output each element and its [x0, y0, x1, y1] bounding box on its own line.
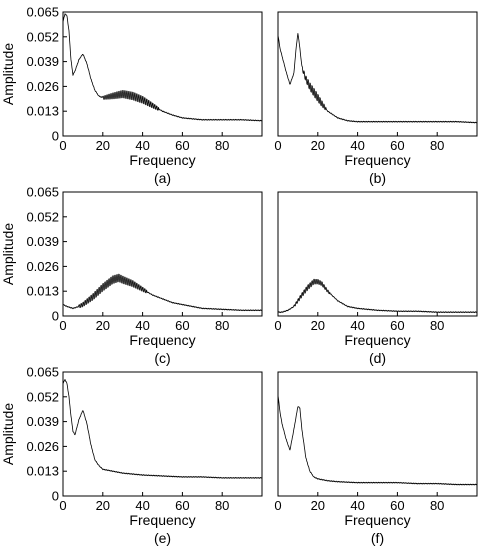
y-tick-label: 0.052 — [26, 389, 59, 404]
x-tick-label: 0 — [59, 318, 66, 333]
y-tick-label: 0.013 — [26, 104, 59, 119]
chart-panel-1: 0 20 40 60 80 0 0.013 0.026 0.039 0.052 0.065 Frequ… — [0, 5, 263, 186]
x-tick-label: 40 — [135, 498, 149, 513]
x-tick-label: 20 — [311, 498, 325, 513]
x-tick-label: 0 — [274, 318, 281, 333]
series-line — [277, 33, 478, 124]
y-tick-label: 0.039 — [26, 414, 59, 429]
panel-label: (a) — [154, 170, 171, 186]
y-tick-label: 0.013 — [26, 464, 59, 479]
plot-frame — [62, 371, 263, 497]
panel-label: (d) — [369, 350, 386, 366]
chart-panel-5: 0 20 40 60 80 0 0.013 0.026 0.039 0.052 0.065 Frequ… — [0, 365, 263, 546]
panel-label: (e) — [154, 530, 171, 546]
x-tick-label: 40 — [350, 138, 364, 153]
y-axis-title: Amplitude — [0, 43, 16, 105]
chart-panel-6: 0 20 40 60 80 Frequency (f) — [274, 371, 478, 546]
x-tick-label: 0 — [59, 498, 66, 513]
series-line — [277, 278, 478, 314]
x-tick-label: 0 — [274, 498, 281, 513]
x-tick-label: 20 — [311, 318, 325, 333]
x-tick-label: 40 — [350, 318, 364, 333]
plot-frame — [277, 11, 478, 137]
x-axis-title: Frequency — [129, 512, 195, 528]
x-tick-label: 80 — [215, 318, 229, 333]
y-tick-label: 0 — [52, 309, 59, 324]
x-tick-label: 0 — [59, 138, 66, 153]
y-tick-label: 0.026 — [26, 259, 59, 274]
x-tick-label: 80 — [430, 318, 444, 333]
x-tick-label: 80 — [215, 138, 229, 153]
series-line — [62, 378, 263, 479]
x-tick-label: 60 — [175, 318, 189, 333]
x-tick-label: 60 — [390, 138, 404, 153]
panel-label: (b) — [369, 170, 386, 186]
plot-frame — [277, 371, 478, 497]
y-tick-label: 0.065 — [26, 365, 59, 380]
x-tick-label: 40 — [135, 138, 149, 153]
x-tick-label: 40 — [350, 498, 364, 513]
x-tick-label: 80 — [215, 498, 229, 513]
x-axis-title: Frequency — [129, 332, 195, 348]
y-tick-label: 0.039 — [26, 234, 59, 249]
y-tick-label: 0 — [52, 129, 59, 144]
x-tick-label: 20 — [96, 318, 110, 333]
x-tick-label: 20 — [96, 138, 110, 153]
panel-label: (c) — [154, 350, 170, 366]
y-tick-label: 0 — [52, 489, 59, 504]
x-tick-label: 0 — [274, 138, 281, 153]
plot-frame — [62, 191, 263, 317]
y-tick-label: 0.052 — [26, 29, 59, 44]
series-line — [62, 273, 263, 312]
chart-panel-2: 0 20 40 60 80 Frequency (b) — [274, 11, 478, 186]
x-tick-label: 60 — [175, 138, 189, 153]
x-tick-label: 20 — [311, 138, 325, 153]
y-tick-label: 0.065 — [26, 185, 59, 200]
series-line — [277, 395, 478, 486]
series-line — [62, 13, 263, 122]
plot-frame — [62, 11, 263, 137]
x-axis-title: Frequency — [344, 512, 410, 528]
x-axis-title: Frequency — [129, 152, 195, 168]
y-tick-label: 0.065 — [26, 5, 59, 20]
y-tick-label: 0.013 — [26, 284, 59, 299]
chart-panel-4: 0 20 40 60 80 Frequency (d) — [274, 191, 478, 366]
x-axis-title: Frequency — [344, 332, 410, 348]
y-axis-title: Amplitude — [0, 223, 16, 285]
y-tick-label: 0.052 — [26, 209, 59, 224]
y-tick-label: 0.026 — [26, 439, 59, 454]
x-axis-title: Frequency — [344, 152, 410, 168]
panel-label: (f) — [371, 530, 384, 546]
y-tick-label: 0.039 — [26, 54, 59, 69]
x-tick-label: 20 — [96, 498, 110, 513]
x-tick-label: 60 — [175, 498, 189, 513]
y-tick-label: 0.026 — [26, 79, 59, 94]
x-tick-label: 80 — [430, 138, 444, 153]
plot-frame — [277, 191, 478, 317]
x-tick-label: 60 — [390, 498, 404, 513]
x-tick-label: 80 — [430, 498, 444, 513]
x-tick-label: 60 — [390, 318, 404, 333]
chart-panel-3: 0 20 40 60 80 0 0.013 0.026 0.039 0.052 0.065 Frequ… — [0, 185, 263, 366]
x-tick-label: 40 — [135, 318, 149, 333]
y-axis-title: Amplitude — [0, 403, 16, 465]
